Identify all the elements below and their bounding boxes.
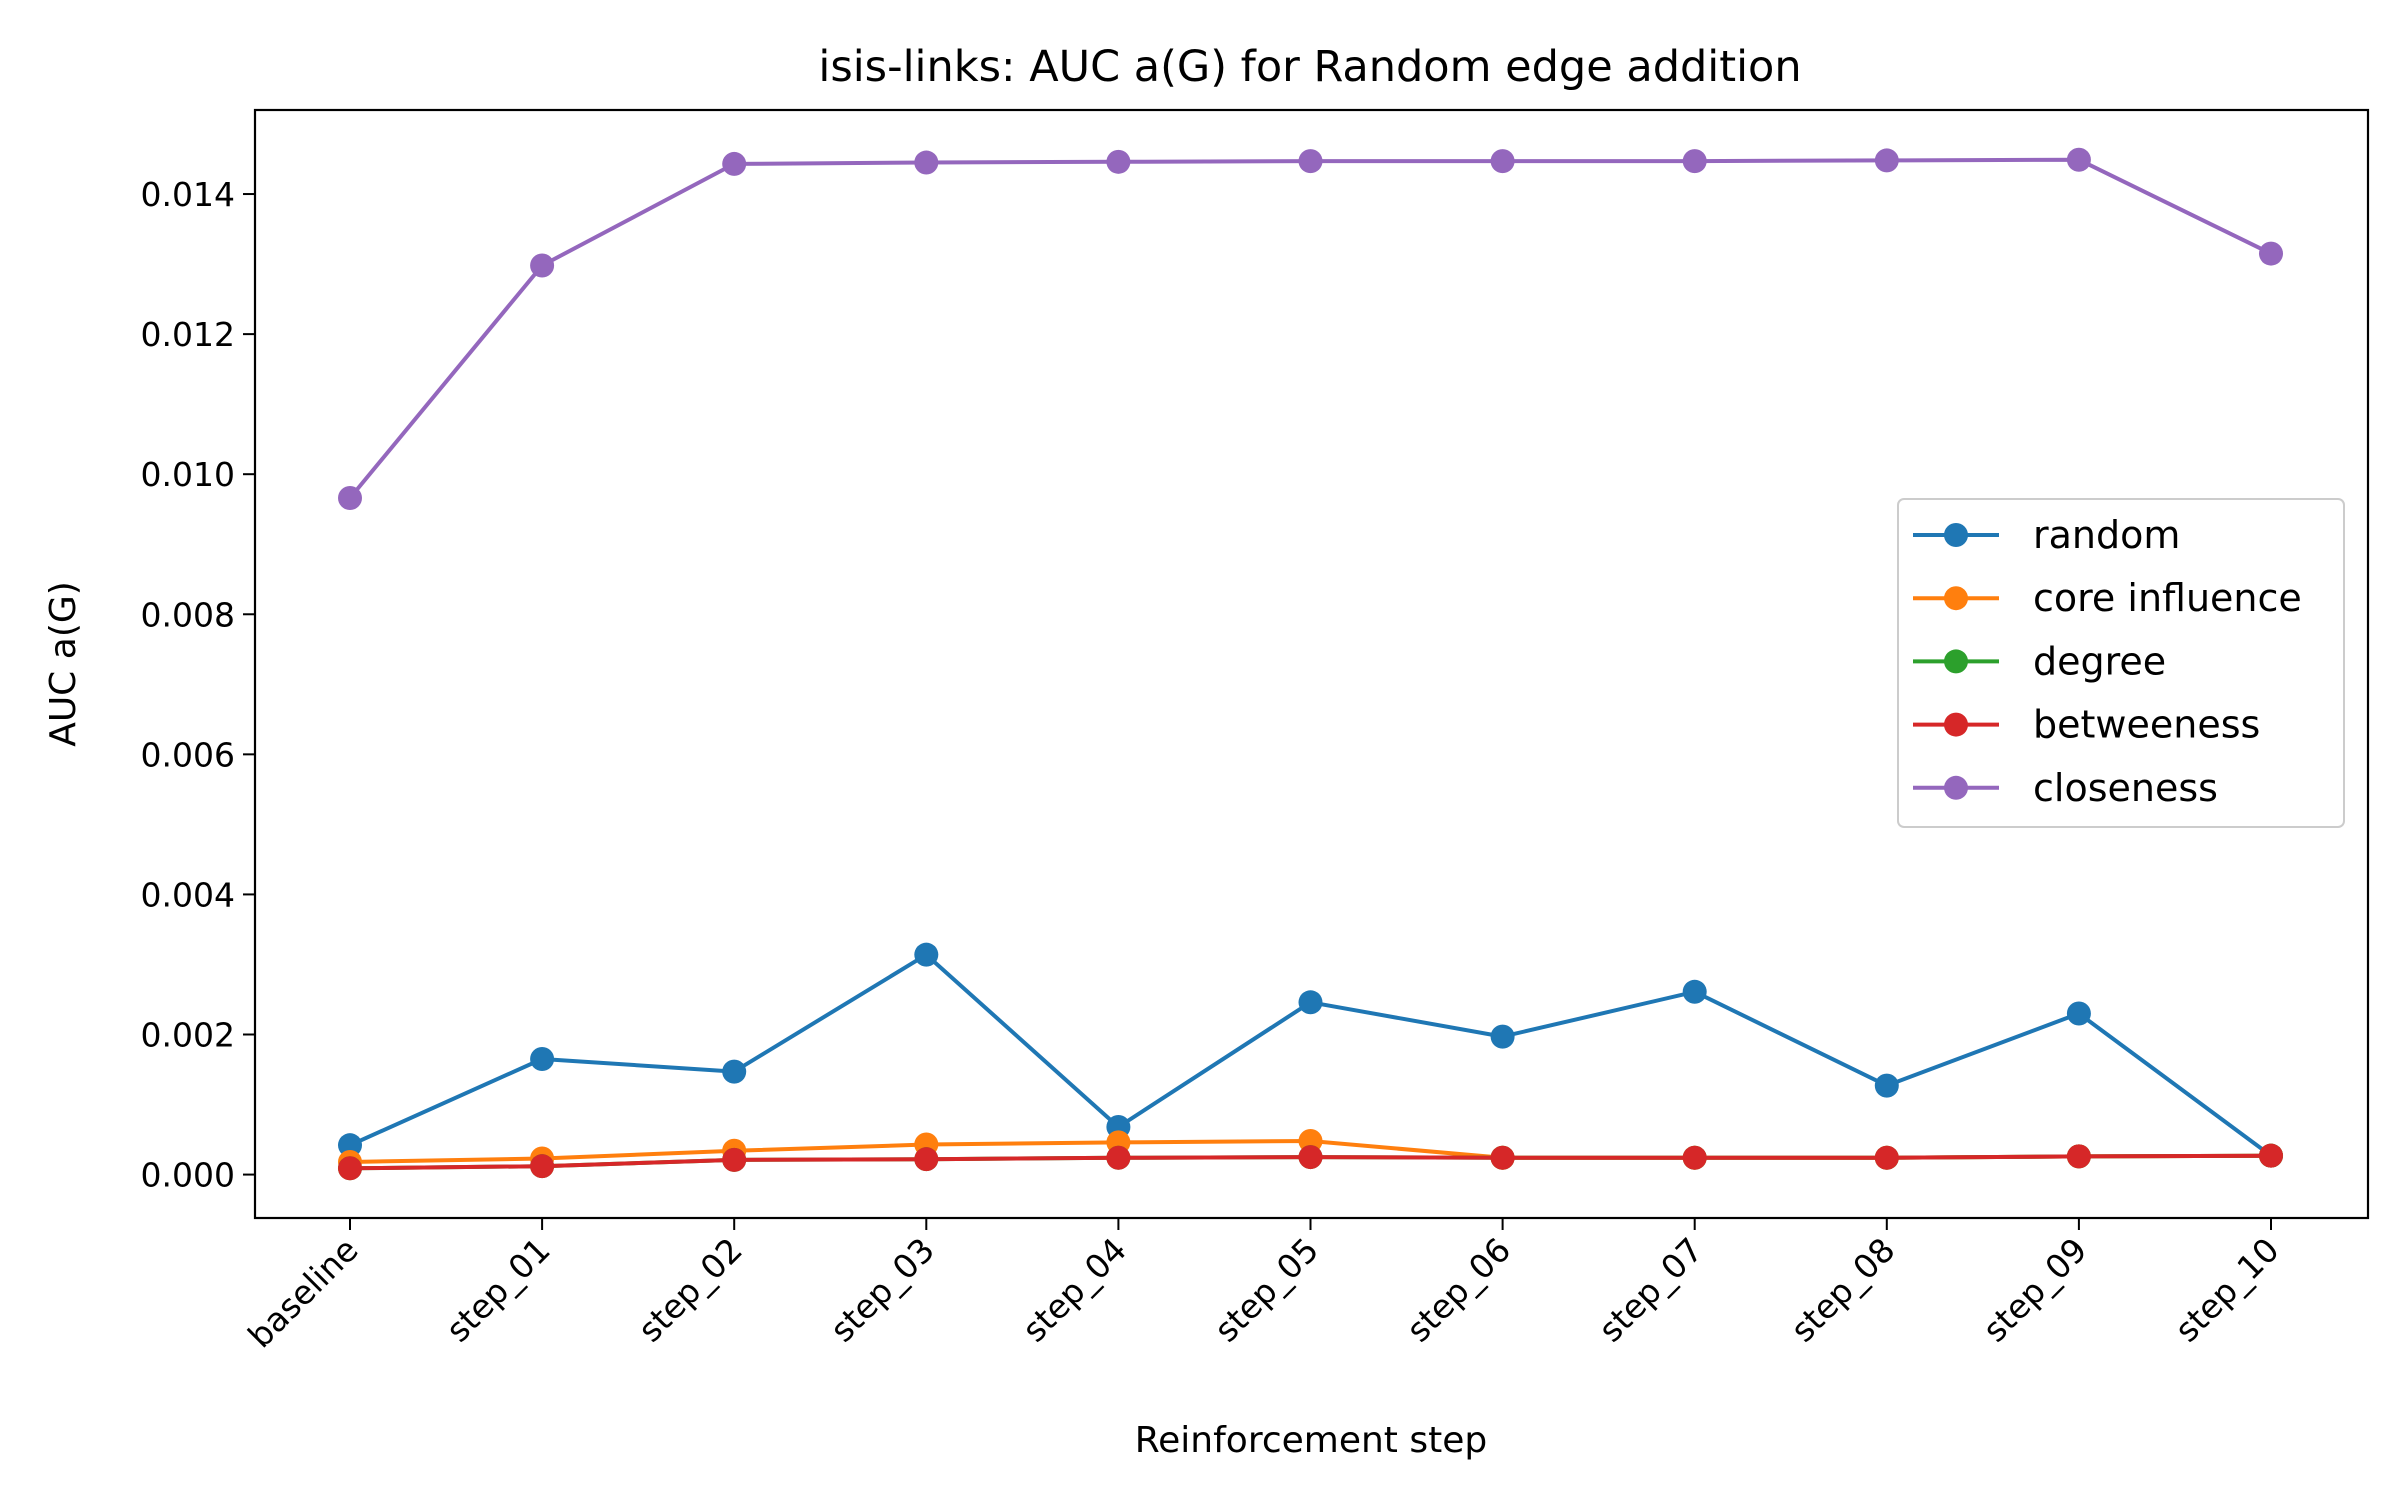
data-point: [1874, 1073, 1899, 1098]
chart-title: isis-links: AUC a(G) for Random edge add…: [818, 42, 1801, 92]
data-point: [1682, 1145, 1707, 1170]
series-closeness: [338, 147, 2283, 511]
legend-label: random: [2033, 513, 2180, 557]
data-point: [1298, 990, 1323, 1015]
series-betweeness: [338, 1143, 2283, 1181]
y-tick-label: 0.004: [141, 875, 235, 914]
data-point: [914, 1147, 939, 1172]
data-point: [914, 150, 939, 175]
legend-marker: [1944, 523, 1968, 547]
x-tick-label: step_01: [438, 1230, 557, 1349]
y-tick-label: 0.008: [141, 595, 235, 634]
data-point: [722, 1059, 747, 1084]
legend-marker: [1944, 649, 1968, 674]
x-tick-label: step_03: [823, 1230, 942, 1349]
series-line: [348, 952, 2273, 1158]
data-point: [722, 151, 747, 176]
data-point: [2066, 147, 2091, 172]
y-tick-label: 0.014: [141, 175, 235, 214]
legend-box: [1897, 498, 2345, 828]
data-point: [1298, 1145, 1323, 1170]
x-tick-label: step_09: [1975, 1230, 2094, 1349]
data-point: [1682, 149, 1707, 174]
legend: random core influence degree betweeness clos…: [1897, 498, 2345, 828]
x-tick-label: baseline: [240, 1230, 365, 1355]
y-axis-label: AUC a(G): [43, 581, 84, 747]
x-tick-label: step_06: [1399, 1230, 1518, 1349]
data-point: [338, 1133, 362, 1158]
x-tick-label: step_04: [1015, 1230, 1134, 1349]
y-tick-label: 0.006: [141, 735, 235, 774]
legend-label: betweeness: [2033, 703, 2260, 747]
legend-marker: [1944, 775, 1968, 800]
data-point: [1682, 979, 1707, 1004]
data-point: [1106, 1145, 1131, 1170]
data-point: [2066, 1144, 2091, 1169]
y-tick-label: 0.000: [141, 1156, 235, 1195]
data-point: [1106, 149, 1131, 174]
data-point: [338, 1156, 362, 1181]
data-point: [1874, 148, 1899, 173]
x-tick-label: step_02: [630, 1230, 749, 1349]
data-point: [1490, 1145, 1515, 1170]
x-axis: baseline step_01 step_02 step_03 step_04 step…: [240, 1218, 2287, 1355]
data-point: [1490, 1024, 1515, 1049]
data-point: [530, 1154, 555, 1179]
legend-item-random: random: [1913, 513, 2180, 557]
x-tick-label: step_07: [1591, 1230, 1710, 1349]
data-point: [1874, 1145, 1899, 1170]
data-point: [530, 1047, 555, 1072]
data-point: [914, 942, 939, 967]
x-axis-label: Reinforcement step: [1135, 1420, 1487, 1461]
data-point: [722, 1147, 747, 1172]
legend-item-degree: degree: [1913, 639, 2166, 683]
data-point: [1490, 149, 1515, 174]
data-point: [530, 253, 555, 278]
legend-label: core influence: [2033, 576, 2302, 620]
data-point: [1298, 149, 1323, 174]
x-tick-label: step_08: [1783, 1230, 1902, 1349]
legend-item-core-influence: core influence: [1913, 576, 2302, 620]
legend-marker: [1944, 586, 1968, 611]
legend-label: degree: [2033, 639, 2166, 683]
data-point: [338, 486, 362, 511]
legend-item-closeness: closeness: [1913, 766, 2218, 810]
series-layer: [338, 147, 2283, 1181]
y-tick-label: 0.002: [141, 1016, 235, 1055]
data-point: [2259, 241, 2283, 266]
y-tick-label: 0.010: [141, 455, 235, 494]
y-axis: 0.000 0.002 0.004 0.006 0.008 0.010 0.012 0.014: [141, 175, 255, 1195]
data-point: [2066, 1001, 2091, 1026]
legend-item-betweeness: betweeness: [1913, 703, 2260, 747]
legend-marker: [1944, 712, 1968, 737]
data-point: [2259, 1143, 2283, 1168]
x-tick-label: step_05: [1207, 1230, 1326, 1349]
series-line: [348, 157, 2273, 500]
y-tick-label: 0.012: [141, 315, 235, 354]
legend-label: closeness: [2033, 766, 2218, 810]
x-tick-label: step_10: [2167, 1230, 2286, 1349]
